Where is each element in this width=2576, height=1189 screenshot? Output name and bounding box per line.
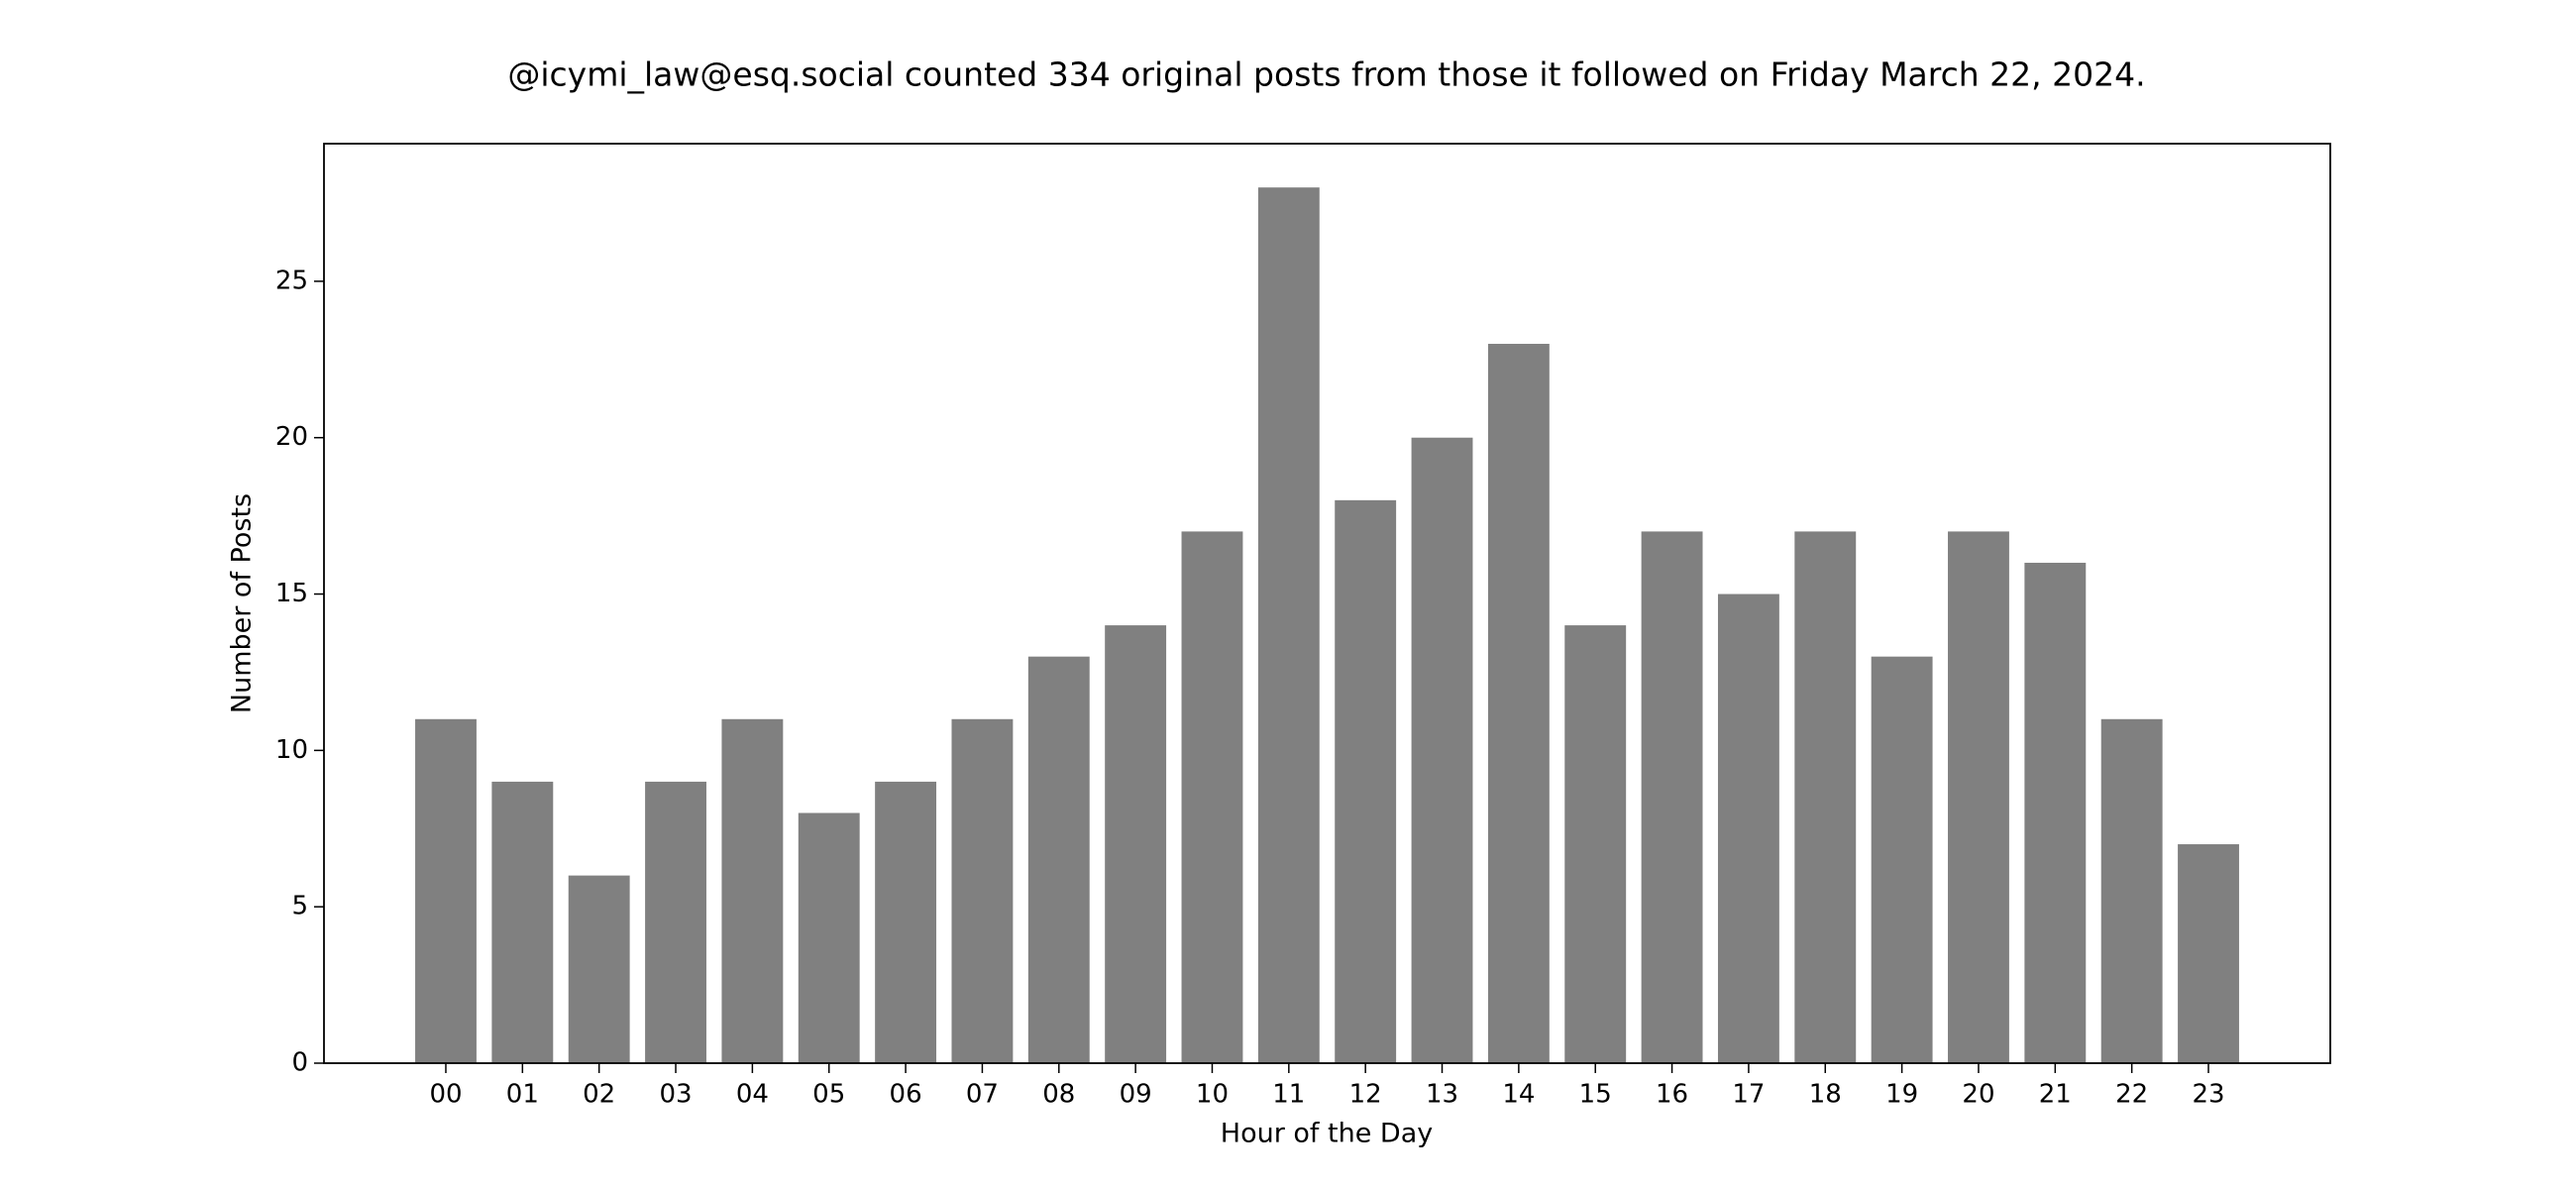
bar — [2100, 718, 2163, 1063]
x-tick-label: 04 — [736, 1080, 769, 1110]
x-axis-label: Hour of the Day — [1221, 1119, 1433, 1149]
bar — [2024, 562, 2087, 1063]
plot-frame — [323, 143, 2331, 1064]
x-tick-label: 19 — [1885, 1080, 1918, 1110]
x-tick-label: 07 — [966, 1080, 999, 1110]
bar — [875, 781, 937, 1063]
x-tick-label: 12 — [1349, 1080, 1382, 1110]
bar — [1871, 656, 1933, 1063]
x-tick-label: 21 — [2039, 1080, 2072, 1110]
y-tick-label: 10 — [275, 735, 308, 765]
chart-title: @icymi_law@esq.social counted 334 origin… — [507, 55, 2145, 94]
x-tick-label: 14 — [1502, 1080, 1535, 1110]
bar — [1257, 187, 1320, 1063]
x-tick-label: 18 — [1809, 1080, 1842, 1110]
bar — [1717, 594, 1779, 1063]
x-tick-label: 22 — [2115, 1080, 2148, 1110]
x-tick-label: 09 — [1120, 1080, 1152, 1110]
bar — [1564, 625, 1627, 1063]
x-tick-label: 23 — [2192, 1080, 2224, 1110]
x-tick-label: 00 — [429, 1080, 462, 1110]
y-axis-label: Number of Posts — [227, 493, 258, 713]
x-tick-label: 06 — [890, 1080, 922, 1110]
x-tick-label: 17 — [1732, 1080, 1765, 1110]
x-tick-label: 10 — [1196, 1080, 1229, 1110]
bar — [1641, 531, 1703, 1063]
x-tick-label: 11 — [1272, 1080, 1305, 1110]
bar — [1411, 437, 1473, 1063]
bar — [1027, 656, 1090, 1063]
bar — [798, 812, 860, 1063]
x-tick-label: 02 — [583, 1080, 615, 1110]
bar — [645, 781, 706, 1063]
x-tick-label: 13 — [1426, 1080, 1458, 1110]
bar — [1948, 531, 2009, 1063]
y-tick-label: 0 — [291, 1048, 308, 1078]
bar — [721, 718, 784, 1063]
bar — [1335, 499, 1397, 1063]
x-tick-label: 20 — [1962, 1080, 1994, 1110]
bar — [2178, 844, 2239, 1063]
bar — [1181, 531, 1243, 1063]
x-tick-label: 15 — [1579, 1080, 1612, 1110]
y-tick-label: 25 — [275, 266, 308, 295]
bar — [415, 718, 477, 1063]
x-tick-label: 16 — [1656, 1080, 1688, 1110]
bar — [951, 718, 1014, 1063]
bar — [568, 875, 630, 1063]
bar — [1794, 531, 1857, 1063]
x-tick-label: 03 — [659, 1080, 692, 1110]
bar — [491, 781, 554, 1063]
bar — [1487, 344, 1550, 1063]
y-tick-label: 5 — [291, 892, 308, 921]
y-tick-label: 20 — [275, 422, 308, 452]
y-tick-label: 15 — [275, 579, 308, 608]
bar — [1105, 625, 1167, 1063]
x-tick-label: 01 — [506, 1080, 539, 1110]
x-tick-label: 05 — [812, 1080, 845, 1110]
x-tick-label: 08 — [1042, 1080, 1075, 1110]
